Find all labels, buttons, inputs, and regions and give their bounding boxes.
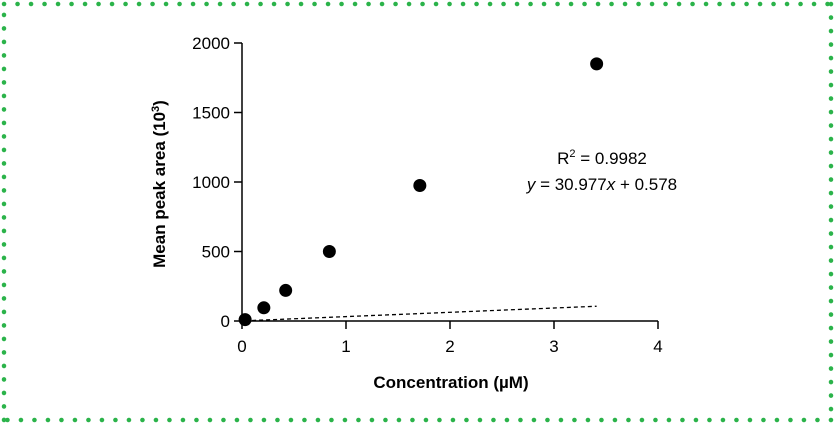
- axes: 0 1 2 3 4 0 500 1000 1500 2000: [192, 34, 663, 356]
- data-points: [238, 57, 604, 327]
- x-tick-label-4: 4: [653, 337, 662, 356]
- fit-line-layer: [245, 305, 597, 322]
- x-axis-title: Concentration (µM): [373, 373, 528, 392]
- y-axis-title: Mean peak area (103): [150, 100, 169, 268]
- x-tick-label-1: 1: [341, 337, 350, 356]
- y-tick-label-1500: 1500: [192, 104, 230, 123]
- data-point-4: [413, 178, 427, 192]
- regression-equation: y = 30.977x + 0.578: [526, 175, 677, 194]
- data-point-2: [279, 283, 293, 297]
- data-point-3: [322, 245, 336, 258]
- y-tick-label-0: 0: [221, 312, 230, 331]
- data-point-5: [590, 57, 604, 71]
- regression-line: [245, 305, 597, 322]
- data-point-1: [257, 301, 271, 315]
- y-tick-label-1000: 1000: [192, 173, 230, 192]
- r-squared-annotation: R2 = 0.9982: [557, 148, 647, 168]
- x-tick-label-2: 2: [445, 337, 454, 356]
- data-point-0: [238, 313, 252, 327]
- y-tick-label-2000: 2000: [192, 34, 230, 53]
- x-tick-label-0: 0: [237, 337, 246, 356]
- x-tick-label-3: 3: [549, 337, 558, 356]
- y-tick-label-500: 500: [202, 243, 230, 262]
